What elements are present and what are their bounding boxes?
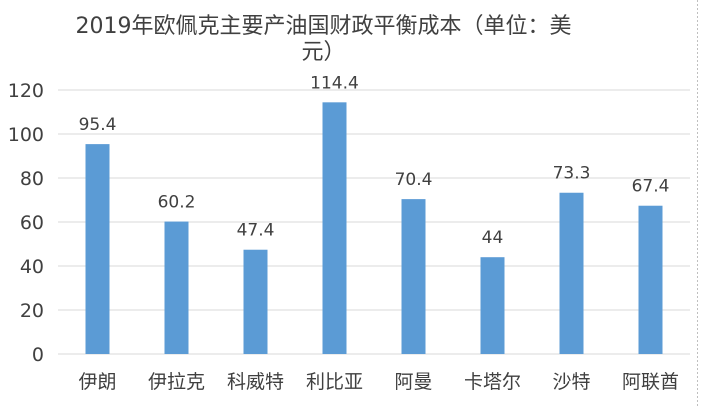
y-tick-label: 60 bbox=[20, 212, 44, 234]
data-label: 114.4 bbox=[310, 73, 359, 93]
gridlines bbox=[58, 89, 690, 355]
bar bbox=[480, 257, 505, 354]
y-tick-label: 120 bbox=[8, 80, 44, 102]
x-tick-label: 伊拉克 bbox=[148, 371, 205, 393]
x-tick-label: 阿曼 bbox=[394, 371, 432, 393]
y-tick-label: 40 bbox=[20, 256, 44, 278]
x-tick-label: 利比亚 bbox=[306, 371, 363, 393]
x-tick-label: 沙特 bbox=[552, 371, 590, 393]
data-label: 73.3 bbox=[553, 164, 591, 184]
bar bbox=[638, 205, 663, 354]
bar bbox=[559, 192, 584, 354]
data-label: 95.4 bbox=[79, 115, 117, 135]
data-label: 60.2 bbox=[158, 193, 196, 213]
data-label: 70.4 bbox=[395, 170, 433, 190]
x-tick-label: 科威特 bbox=[227, 371, 284, 393]
bar bbox=[164, 221, 189, 354]
chart-frame-edge bbox=[697, 0, 698, 408]
y-tick-label: 0 bbox=[32, 344, 44, 366]
value-labels: 95.4 60.2 47.4 114.4 70.4 44 73.3 67.4 bbox=[79, 73, 670, 248]
x-tick-label: 伊朗 bbox=[78, 371, 116, 393]
x-tick-label: 卡塔尔 bbox=[464, 371, 521, 393]
data-label: 44 bbox=[482, 228, 504, 248]
x-tick-label: 阿联酋 bbox=[622, 371, 679, 393]
y-tick-label: 100 bbox=[8, 124, 44, 146]
chart-title-line-1: 2019年欧佩克主要产油国财政平衡成本（单位：美 bbox=[75, 14, 572, 39]
bar bbox=[322, 102, 347, 354]
bar bbox=[85, 144, 110, 354]
data-label: 47.4 bbox=[237, 221, 275, 241]
bars bbox=[85, 102, 663, 354]
bar bbox=[243, 249, 268, 354]
x-axis-labels: 伊朗 伊拉克 科威特 利比亚 阿曼 卡塔尔 沙特 阿联酋 bbox=[78, 371, 679, 393]
y-tick-label: 20 bbox=[20, 300, 44, 322]
y-axis-ticks: 0 20 40 60 80 100 120 bbox=[8, 80, 44, 366]
y-tick-label: 80 bbox=[20, 168, 44, 190]
bar bbox=[401, 199, 426, 354]
chart-title-line-2: 元） bbox=[301, 40, 346, 65]
data-label: 67.4 bbox=[632, 177, 670, 197]
